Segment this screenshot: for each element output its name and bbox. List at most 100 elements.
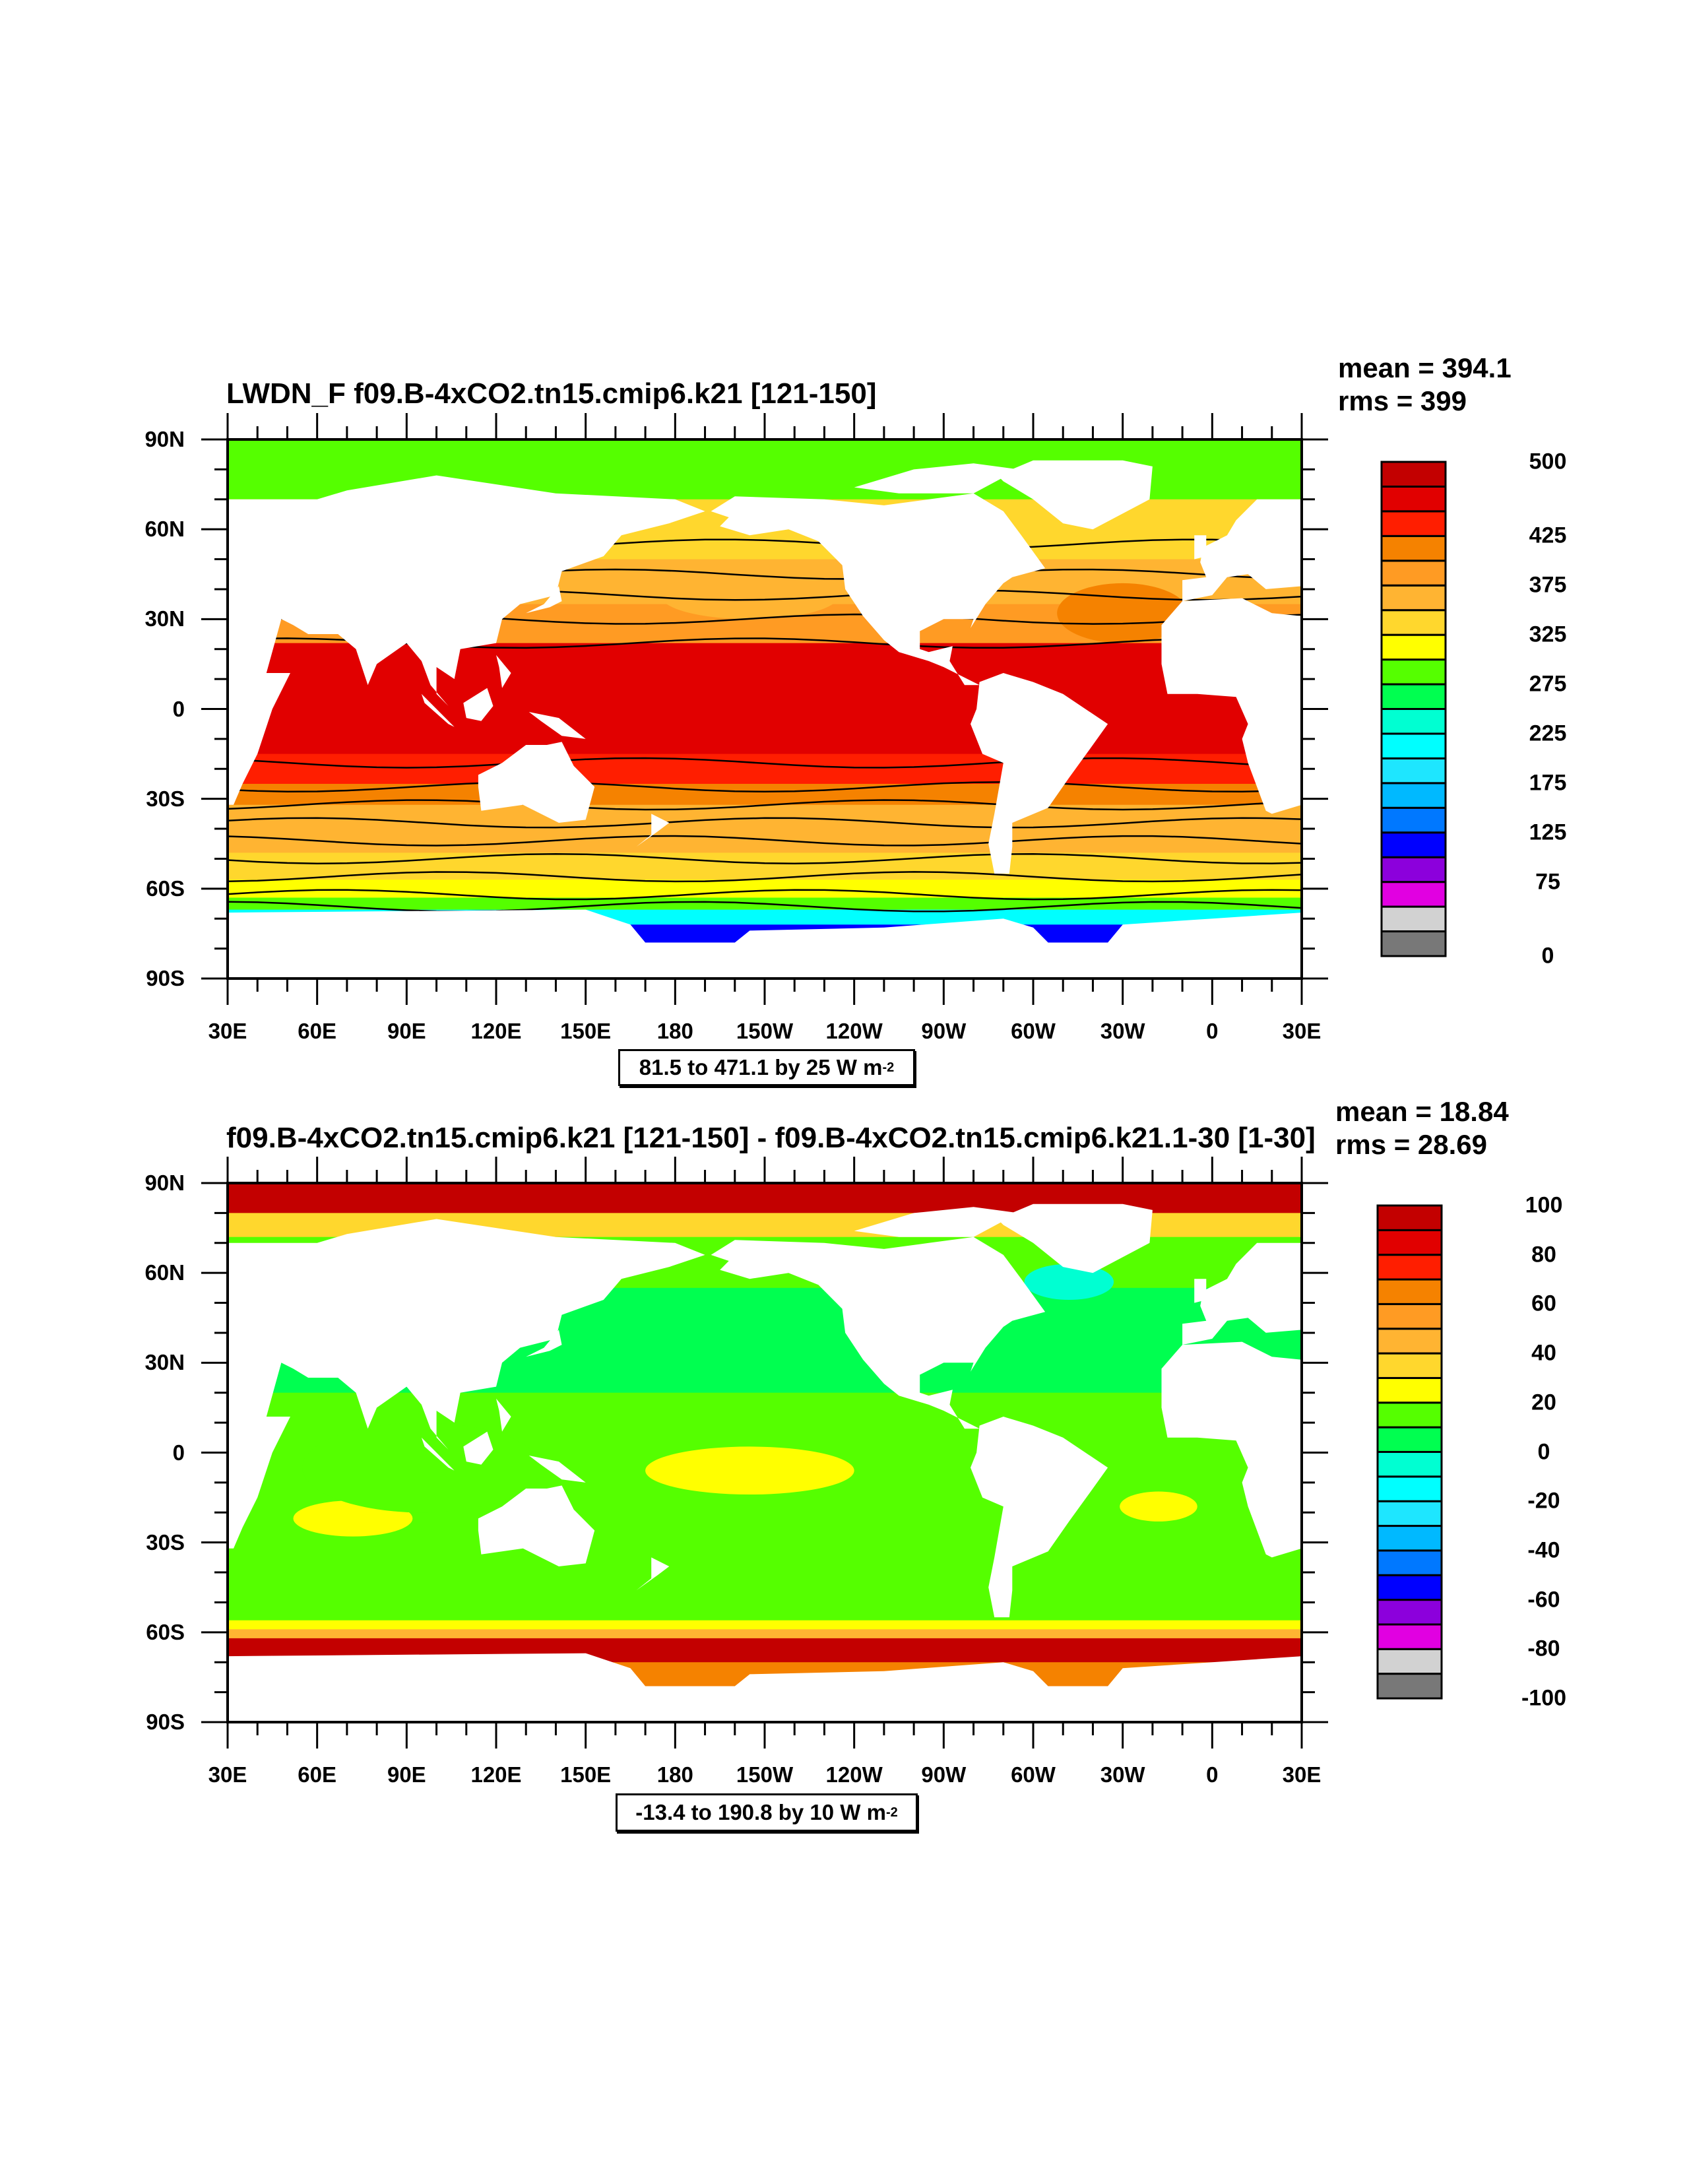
land-area	[997, 1204, 1153, 1273]
axis-ticks	[201, 1157, 1328, 1749]
contour-line	[227, 835, 1302, 847]
field-anomaly	[1120, 1491, 1197, 1522]
contour-info-box: 81.5 to 471.1 by 25 W m -2	[618, 1049, 915, 1086]
land-area	[528, 1456, 586, 1483]
contour-info-box: -13.4 to 190.8 by 10 W m -2	[616, 1793, 918, 1832]
land-area	[526, 586, 562, 614]
colorbar-label: -80	[1527, 1636, 1560, 1661]
field-band	[228, 1620, 1302, 1630]
colorbar-label: 60	[1531, 1291, 1556, 1316]
lon-tick-label: 120E	[470, 1019, 522, 1043]
lon-tick-label: 90E	[387, 1019, 426, 1043]
colorbar-box	[1376, 1451, 1443, 1478]
land-area	[421, 1437, 455, 1471]
contour-line	[227, 781, 1302, 793]
field-band	[228, 783, 1302, 806]
lon-tick-label: 30E	[208, 1019, 247, 1043]
contour-line	[227, 852, 1302, 864]
colorbar-box	[1376, 1302, 1443, 1330]
field-anomaly	[302, 1423, 541, 1513]
colorbar-box	[1376, 1475, 1443, 1502]
colorbar-box	[1380, 831, 1447, 858]
axis-ticks	[201, 413, 1328, 1005]
lat-tick-label: 60N	[144, 517, 185, 542]
land-area	[971, 1417, 1108, 1618]
lon-tick-label: 60W	[1011, 1019, 1056, 1043]
land-area	[1194, 1279, 1207, 1303]
colorbar-box	[1376, 1376, 1443, 1404]
field-anomaly	[660, 571, 840, 620]
colorbar-box	[1376, 1500, 1443, 1527]
lon-tick-label: 90W	[921, 1019, 967, 1043]
contour-line	[227, 871, 1302, 883]
field-band	[228, 880, 1302, 898]
colorbar-box	[1380, 782, 1447, 809]
lon-tick-label: 0	[1206, 1019, 1219, 1043]
lat-tick-label: 30S	[146, 786, 185, 811]
colorbar-box	[1380, 609, 1447, 636]
land-area	[1182, 1242, 1302, 1345]
lat-tick-label: 60S	[146, 1619, 185, 1644]
colorbar-box	[1380, 510, 1447, 537]
colorbar-box	[1380, 757, 1447, 785]
lon-tick-label: 150W	[736, 1019, 794, 1043]
lon-tick-label: 150W	[736, 1762, 794, 1787]
colorbar-box	[1376, 1673, 1443, 1700]
land-area	[528, 712, 586, 739]
lon-tick-label: 90E	[387, 1762, 426, 1787]
land-area	[421, 693, 455, 727]
land-area	[228, 1219, 705, 1549]
colorbar-box	[1376, 1426, 1443, 1453]
land-area	[463, 688, 494, 721]
colorbar-box	[1376, 1278, 1443, 1305]
colorbar-box	[1376, 1254, 1443, 1281]
lon-tick-label: 30E	[1282, 1762, 1322, 1787]
colorbar-box	[1380, 584, 1447, 612]
land-area	[496, 1398, 511, 1432]
land-mask	[228, 1204, 1302, 1722]
lat-tick-label: 90S	[146, 966, 185, 990]
lon-tick-label: 120W	[825, 1762, 883, 1787]
land-area	[228, 475, 705, 805]
land-area	[463, 1431, 494, 1465]
contour-line	[227, 901, 1302, 913]
colorbar-box	[1376, 1549, 1443, 1576]
lat-tick-label: 30S	[146, 1529, 185, 1555]
colorbar-label: 125	[1529, 819, 1567, 845]
lon-tick-label: 60E	[298, 1762, 337, 1787]
lon-tick-label: 60E	[298, 1019, 337, 1043]
colorbar-box	[1376, 1204, 1443, 1231]
colorbar-box	[1376, 1229, 1443, 1256]
lon-tick-label: 120E	[470, 1762, 522, 1787]
colorbar-label: 325	[1529, 622, 1567, 647]
colorbar-label: 75	[1535, 869, 1560, 895]
lat-tick-label: 90N	[144, 1171, 185, 1195]
colorbar-label: 225	[1529, 721, 1567, 746]
colorbar-box	[1380, 881, 1447, 908]
land-area	[854, 463, 1019, 494]
colorbar-box	[1380, 633, 1447, 661]
contour-line	[227, 889, 1302, 901]
field-band	[228, 643, 1302, 755]
land-area	[1161, 1341, 1302, 1558]
colorbar	[1376, 1204, 1443, 1700]
contour-info-text: 81.5 to 471.1 by 25 W m	[639, 1055, 883, 1079]
lat-tick-label: 90S	[146, 1710, 185, 1734]
land-mask	[228, 460, 1302, 979]
land-area	[478, 1485, 595, 1566]
land-area	[1194, 535, 1207, 560]
colorbar-label: -20	[1527, 1488, 1560, 1514]
land-area	[228, 1653, 1302, 1722]
field-anomaly	[1024, 1264, 1114, 1301]
colorbar-label: 425	[1529, 523, 1567, 548]
lat-tick-label: 30N	[144, 606, 185, 631]
lon-tick-label: 30W	[1100, 1019, 1145, 1043]
lon-tick-label: 150E	[560, 1762, 612, 1787]
mean-label: mean = 394.1	[1338, 352, 1512, 383]
lon-tick-label: 120W	[825, 1019, 883, 1043]
colorbar-box	[1380, 485, 1447, 513]
contour-info-text: -13.4 to 190.8 by 10 W m	[635, 1800, 886, 1824]
lat-tick-label: 0	[172, 1440, 185, 1465]
colorbar-box	[1380, 560, 1447, 587]
contour-info-exponent: -2	[882, 1060, 895, 1075]
